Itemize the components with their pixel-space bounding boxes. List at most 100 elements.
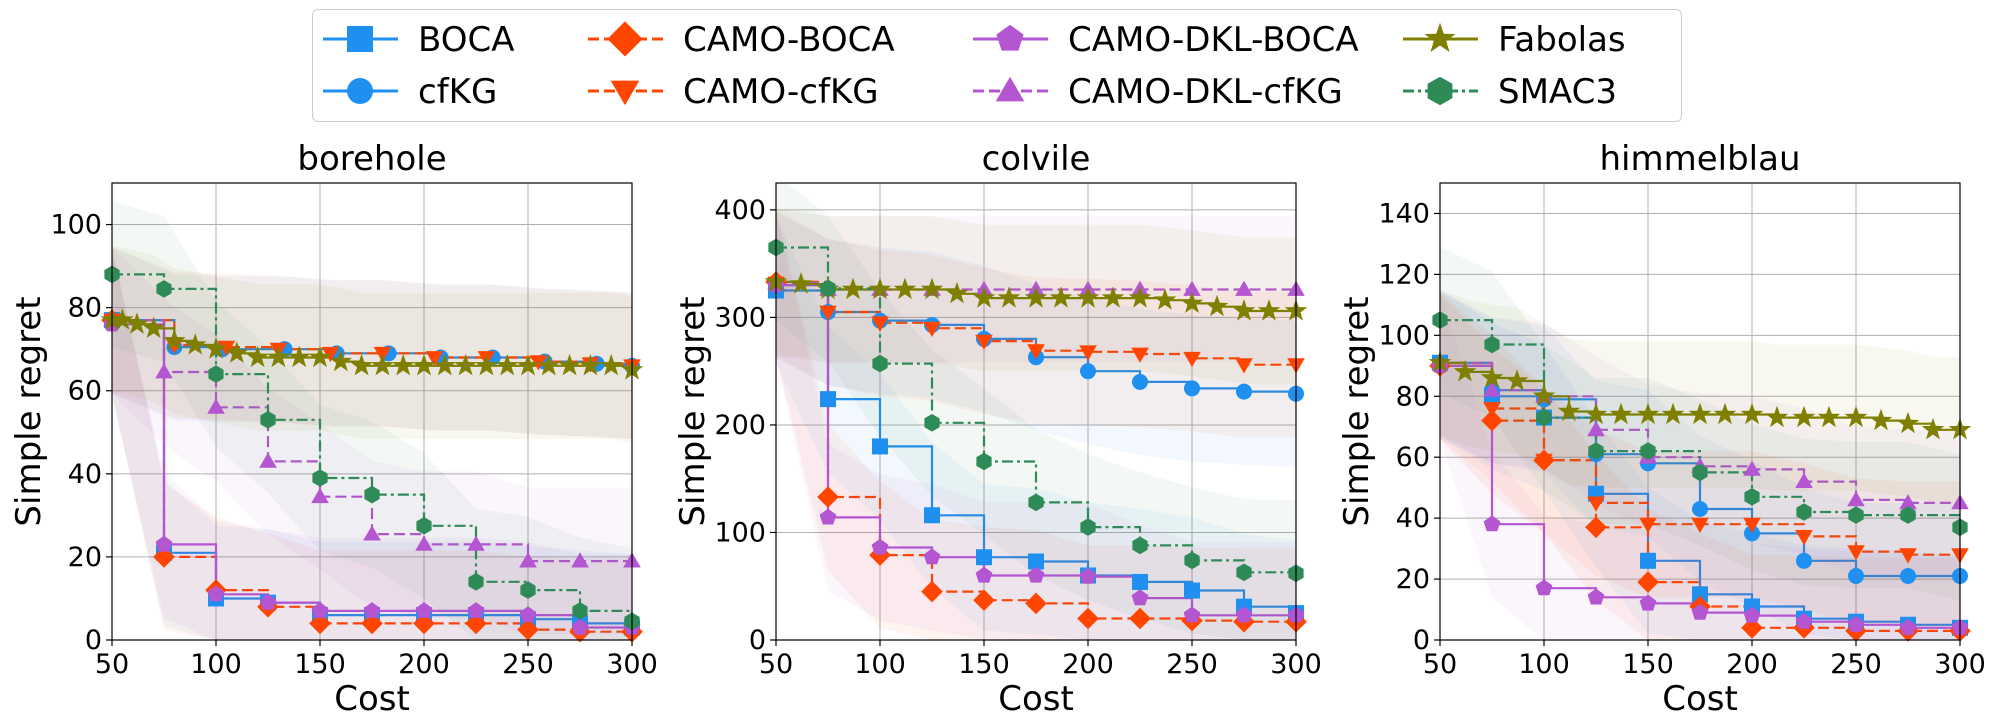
point-fabolas-20 [495, 353, 519, 376]
axes-frame [775, 182, 1297, 641]
y-tick-label-80: 80 [1396, 381, 1430, 412]
point-boca-5 [1028, 553, 1044, 570]
point-smac3-5 [1028, 493, 1044, 512]
legend-label-camo-cfkg: CAMO-cfKG [683, 72, 879, 112]
point-fabolas-15 [1817, 405, 1841, 428]
point-fabolas-7 [225, 341, 249, 363]
point-smac3-7 [1796, 503, 1812, 521]
point-camo-dkl-cfkg-8 [1847, 491, 1865, 507]
point-camo-dkl-cfkg-9 [1899, 494, 1917, 510]
point-boca-7 [1132, 573, 1148, 590]
y-tick-label-0: 0 [85, 625, 102, 656]
markers-camo-dkl-boca [103, 315, 641, 635]
point-camo-dkl-boca-9 [1235, 606, 1253, 623]
y-tick-label-40: 40 [68, 459, 102, 490]
point-camo-dkl-cfkg-6 [1743, 460, 1761, 476]
point-fabolas-16 [412, 353, 436, 376]
point-cfkg-9 [1900, 568, 1916, 585]
point-camo-dkl-boca-1 [819, 508, 837, 525]
y-tick-label-100: 100 [1378, 320, 1430, 351]
legend-label-smac3: SMAC3 [1498, 72, 1617, 112]
chart-colvile: 50 100 150 200 250 300 0 100 200 300 400 colvile Cos… [673, 139, 1322, 719]
chart-title: colvile [982, 139, 1091, 179]
point-camo-dkl-cfkg-8 [1183, 280, 1201, 296]
point-fabolas-12 [329, 349, 353, 372]
point-camo-dkl-boca-3 [1587, 588, 1605, 605]
band-smac3 [776, 183, 1296, 640]
legend-svg: BOCA cfKG CAMO-BOCA CAMO-cfKG CAMO-DKL-BOCA C… [323, 20, 1626, 112]
point-fabolas-14 [371, 353, 394, 376]
y-axis-label: Simple regret [673, 296, 713, 526]
point-camo-dkl-cfkg-1 [155, 363, 173, 379]
point-fabolas-13 [350, 353, 373, 376]
point-camo-cfkg-9 [1235, 358, 1253, 374]
legend-label-camo-boca: CAMO-BOCA [683, 20, 895, 60]
legend-marker-camo-cfkg [610, 80, 640, 106]
point-fabolas-1 [789, 272, 813, 294]
point-fabolas-15 [1153, 288, 1177, 310]
band-camo-boca [112, 247, 632, 640]
point-fabolas-14 [1128, 286, 1152, 308]
point-camo-dkl-boca-7 [1131, 589, 1149, 606]
x-tick-label-300: 300 [1934, 649, 1986, 680]
point-camo-dkl-cfkg-6 [415, 535, 433, 551]
point-camo-dkl-boca-6 [415, 602, 433, 618]
point-smac3-3 [260, 411, 276, 429]
point-fabolas-1 [111, 308, 134, 330]
y-tick-label-80: 80 [68, 293, 102, 324]
y-tick-label-200: 200 [714, 410, 766, 441]
point-cfkg-8 [1848, 568, 1864, 585]
point-smac3-4 [312, 469, 328, 487]
point-fabolas-18 [1896, 411, 1920, 434]
point-camo-dkl-cfkg-9 [571, 552, 589, 568]
point-camo-cfkg-1 [1483, 402, 1501, 418]
point-smac3-6 [416, 517, 432, 535]
point-camo-dkl-cfkg-9 [1235, 280, 1253, 296]
band-camo-dkl-boca [112, 251, 632, 640]
point-fabolas-16 [1844, 405, 1868, 428]
band-camo-boca [776, 208, 1296, 640]
point-camo-boca-8 [517, 618, 539, 641]
y-tick-label-60: 60 [1396, 442, 1430, 473]
point-camo-boca-4 [309, 612, 331, 635]
point-camo-boca-6 [1741, 617, 1763, 639]
y-tick-label-140: 140 [1378, 198, 1430, 229]
band-camo-boca [1440, 292, 1960, 640]
legend-entry-fabolas: Fabolas [1403, 20, 1626, 60]
point-camo-boca-5 [1025, 592, 1047, 615]
point-camo-cfkg-4 [321, 346, 340, 363]
point-cfkg-5 [1692, 500, 1708, 517]
point-camo-dkl-boca-9 [1899, 619, 1917, 635]
point-camo-dkl-boca-7 [1795, 612, 1813, 629]
legend: BOCA cfKG CAMO-BOCA CAMO-cfKG CAMO-DKL-BOCA C… [312, 9, 1682, 122]
point-camo-dkl-boca-6 [1079, 567, 1097, 584]
point-smac3-5 [1692, 463, 1708, 482]
point-smac3-8 [520, 581, 536, 599]
point-camo-boca-7 [465, 612, 487, 635]
point-camo-boca-4 [973, 589, 995, 611]
axes-frame [111, 182, 633, 641]
band-camo-dkl-cfkg [1440, 289, 1960, 576]
point-fabolas-15 [391, 353, 415, 376]
legend-marker-camo-dkl-boca [996, 24, 1024, 51]
point-camo-cfkg-6 [1743, 517, 1761, 533]
chart-title: borehole [297, 139, 446, 179]
point-smac3-3 [924, 414, 940, 432]
point-camo-cfkg-2 [1535, 453, 1553, 469]
band-boca [776, 217, 1296, 640]
point-smac3-2 [208, 365, 224, 383]
point-camo-cfkg-8 [1183, 351, 1201, 368]
band-camo-cfkg [776, 209, 1296, 438]
legend-marker-cfkg [347, 78, 373, 104]
point-camo-cfkg-2 [871, 316, 889, 332]
point-fabolas-21 [516, 353, 540, 376]
x-tick-label-300: 300 [1270, 649, 1322, 680]
chart-title: himmelblau [1599, 139, 1800, 179]
point-fabolas-19 [1257, 299, 1281, 321]
legend-entry-camo-cfkg: CAMO-cfKG [588, 72, 879, 112]
x-tick-label-250: 250 [1166, 649, 1218, 680]
y-tick-label-400: 400 [714, 195, 766, 226]
point-smac3-8 [1184, 551, 1200, 570]
point-fabolas-17 [1205, 294, 1229, 317]
point-fabolas-17 [1869, 408, 1893, 431]
